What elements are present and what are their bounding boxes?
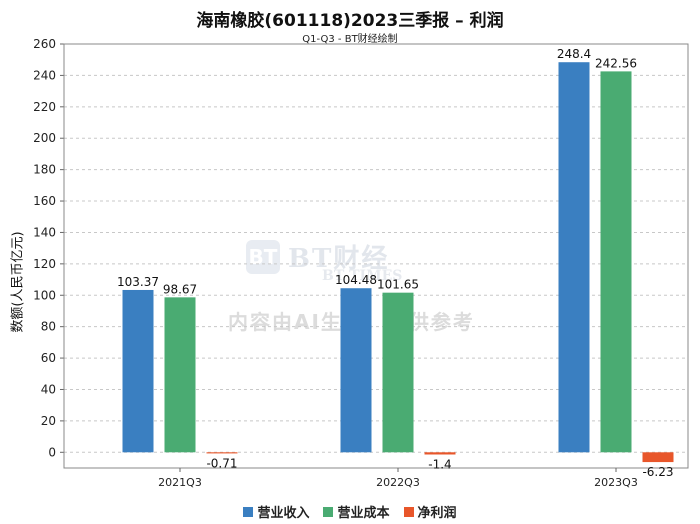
data-label: 98.67 bbox=[163, 282, 197, 296]
legend-item: 营业收入 bbox=[243, 502, 309, 521]
bar-2021Q3-营业成本 bbox=[164, 297, 196, 453]
bar-2023Q3-营业成本 bbox=[600, 71, 632, 453]
data-label: -6.23 bbox=[642, 465, 673, 479]
bar-2023Q3-营业收入 bbox=[558, 62, 590, 453]
legend-swatch bbox=[243, 506, 254, 517]
watermark-logo: BT bbox=[246, 240, 280, 274]
chart-subtitle: Q1-Q3 - BT财经绘制 bbox=[302, 34, 398, 45]
y-tick-label: 220 bbox=[33, 100, 56, 114]
bar-2021Q3-净利润 bbox=[206, 452, 238, 454]
chart-title: 海南橡胶(601118)2023三季报 – 利润 bbox=[196, 11, 504, 31]
y-tick-label: 240 bbox=[33, 68, 56, 82]
watermark-brand: BT财经 bbox=[288, 244, 390, 274]
x-tick-label: 2022Q3 bbox=[376, 476, 420, 489]
legend: 营业收入 营业成本 净利润 bbox=[0, 502, 700, 521]
data-label: 242.56 bbox=[595, 56, 637, 70]
y-tick-label: 0 bbox=[48, 445, 56, 459]
legend-swatch bbox=[323, 506, 334, 517]
bar-2022Q3-营业收入 bbox=[340, 288, 372, 453]
legend-label: 营业成本 bbox=[337, 506, 390, 521]
y-tick-label: 140 bbox=[33, 225, 56, 239]
bar-2021Q3-营业收入 bbox=[122, 289, 154, 453]
data-label: 103.37 bbox=[117, 275, 159, 289]
watermark-brand-sub: BT TIMES bbox=[322, 268, 403, 284]
y-tick-label: 160 bbox=[33, 194, 56, 208]
bar-2022Q3-净利润 bbox=[424, 452, 456, 455]
bar-2022Q3-营业成本 bbox=[382, 292, 414, 453]
plot-frame bbox=[63, 43, 689, 469]
legend-label: 净利润 bbox=[417, 506, 457, 521]
data-label: -0.71 bbox=[206, 456, 237, 470]
x-tick-label: 2021Q3 bbox=[158, 476, 202, 489]
y-tick-label: 80 bbox=[41, 320, 56, 334]
data-label: 104.48 bbox=[335, 273, 377, 287]
y-tick-label: 260 bbox=[33, 37, 56, 51]
y-tick-label: 100 bbox=[33, 288, 56, 302]
x-tick-label: 2023Q3 bbox=[594, 476, 638, 489]
data-label: -1.4 bbox=[428, 457, 451, 471]
y-tick-label: 60 bbox=[41, 351, 56, 365]
legend-swatch bbox=[403, 506, 414, 517]
legend-label: 营业收入 bbox=[257, 506, 310, 521]
data-label: 248.4 bbox=[557, 47, 591, 61]
y-tick-label: 180 bbox=[33, 163, 56, 177]
legend-item: 净利润 bbox=[403, 502, 457, 521]
bar-2023Q3-净利润 bbox=[642, 452, 674, 463]
y-tick-label: 40 bbox=[41, 382, 56, 396]
y-tick-label: 120 bbox=[33, 257, 56, 271]
legend-item: 营业成本 bbox=[323, 502, 390, 521]
y-tick-label: 20 bbox=[41, 414, 56, 428]
data-label: 101.65 bbox=[377, 278, 419, 292]
y-tick-label: 200 bbox=[33, 131, 56, 145]
